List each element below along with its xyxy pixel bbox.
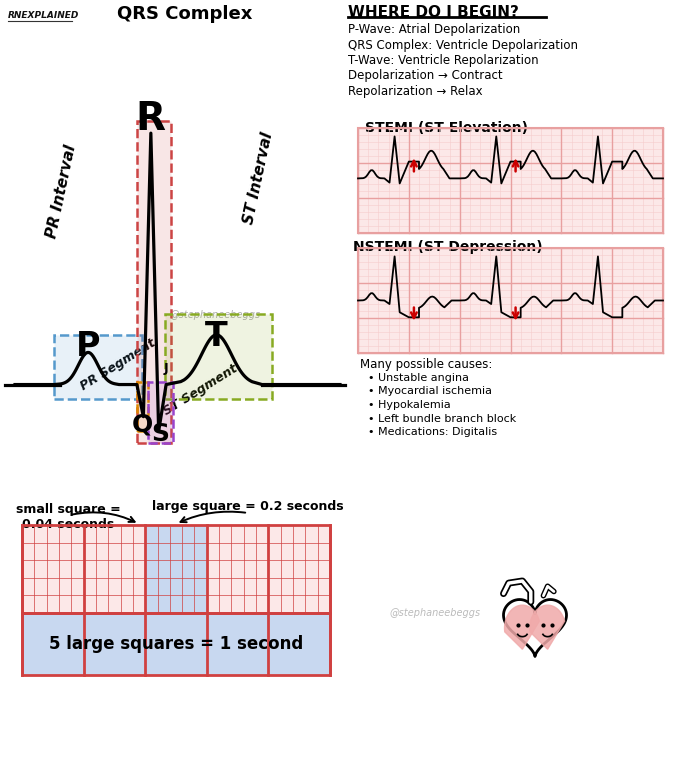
Text: NSTEMI (ST Depression): NSTEMI (ST Depression) [353, 240, 543, 254]
Bar [358, 128, 663, 233]
Bar [358, 248, 663, 353]
Text: T-Wave: Ventricle Repolarization: T-Wave: Ventricle Repolarization [348, 54, 539, 67]
Bar [165, 315, 272, 399]
Text: large square = 0.2 seconds: large square = 0.2 seconds [152, 500, 344, 513]
Text: P: P [76, 330, 101, 363]
Bar [358, 248, 663, 353]
Text: • Hypokalemia: • Hypokalemia [368, 400, 451, 410]
Text: S: S [151, 422, 169, 446]
Text: PR Interval: PR Interval [45, 143, 80, 239]
Text: • Myocardial ischemia: • Myocardial ischemia [368, 387, 492, 396]
Bar [54, 335, 141, 399]
Text: small square =
0.04 seconds: small square = 0.04 seconds [16, 503, 120, 531]
Text: 5 large squares = 1 second: 5 large squares = 1 second [49, 635, 303, 653]
Text: Q: Q [132, 413, 153, 436]
Bar [358, 128, 663, 233]
Text: @stephaneebeggs: @stephaneebeggs [169, 310, 260, 320]
Text: T: T [205, 320, 228, 353]
Text: J: J [163, 362, 168, 375]
Polygon shape [503, 600, 566, 656]
Bar [148, 381, 173, 443]
Text: QRS Complex: QRS Complex [118, 5, 253, 23]
Text: RNEXPLAINED: RNEXPLAINED [8, 11, 80, 20]
Text: Many possible causes:: Many possible causes: [360, 358, 492, 371]
Bar [137, 121, 171, 443]
Text: @stephaneebeggs: @stephaneebeggs [390, 608, 481, 618]
Text: • Medications: Digitalis: • Medications: Digitalis [368, 427, 497, 437]
Text: Depolarization → Contract: Depolarization → Contract [348, 70, 503, 82]
Text: R: R [136, 99, 166, 138]
Bar [22, 525, 330, 613]
Bar [22, 613, 330, 675]
Text: WHERE DO I BEGIN?: WHERE DO I BEGIN? [348, 5, 519, 20]
Text: Repolarization → Relax: Repolarization → Relax [348, 85, 483, 98]
Bar [137, 381, 148, 431]
Text: ST Segment: ST Segment [160, 362, 239, 418]
Text: STEMI (ST Elevation): STEMI (ST Elevation) [365, 121, 528, 135]
Text: • Unstable angina: • Unstable angina [368, 373, 469, 383]
Polygon shape [530, 605, 564, 649]
Text: PR Segment: PR Segment [78, 337, 158, 393]
Text: QRS Complex: Ventricle Depolarization: QRS Complex: Ventricle Depolarization [348, 38, 578, 52]
Text: P-Wave: Atrial Depolarization: P-Wave: Atrial Depolarization [348, 23, 520, 36]
Text: • Left bundle branch block: • Left bundle branch block [368, 413, 516, 424]
Text: ST Interval: ST Interval [241, 131, 275, 226]
Bar [146, 525, 207, 613]
Bar [22, 525, 330, 613]
Polygon shape [505, 605, 539, 649]
